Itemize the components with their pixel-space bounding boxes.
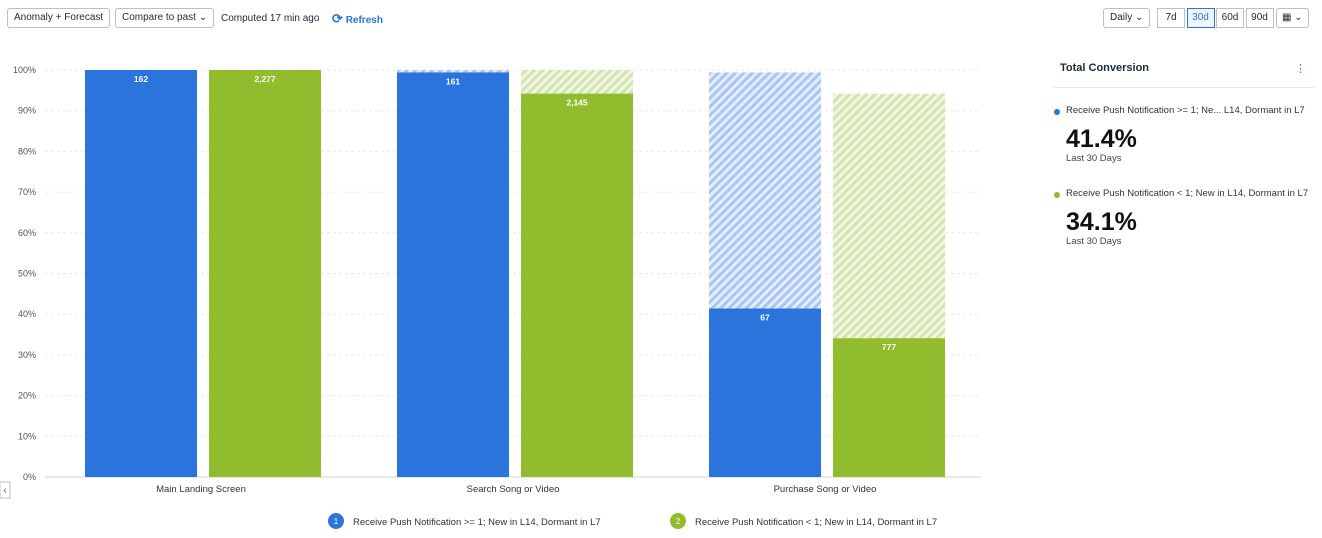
bar (709, 308, 821, 477)
x-tick-label: Main Landing Screen (156, 484, 246, 495)
legend-dot (1054, 109, 1060, 115)
summary-value: 34.1% (1066, 208, 1137, 236)
range-button[interactable]: 30d (1186, 8, 1215, 28)
summary-period: Last 30 Days (1066, 153, 1122, 164)
y-tick-label: 40% (18, 309, 36, 319)
refresh-icon: ⟳ (332, 11, 343, 26)
bar (397, 72, 509, 477)
count-label: 162 (134, 74, 148, 84)
y-tick-label: 30% (18, 350, 36, 360)
count-label: 777 (882, 342, 896, 352)
legend-dot (1054, 192, 1060, 198)
refresh-button[interactable]: ⟳ Refresh (332, 11, 383, 27)
computed-text: Computed 17 min ago (221, 13, 320, 24)
drop-off (709, 72, 821, 309)
summary-period: Last 30 Days (1066, 236, 1122, 247)
y-tick-label: 100% (13, 65, 36, 75)
count-label: 161 (446, 76, 460, 86)
drop-off (833, 93, 945, 339)
x-tick-label: Purchase Song or Video (774, 484, 877, 495)
legend-marker (328, 513, 344, 529)
bar (209, 70, 321, 477)
legend-label: Receive Push Notification < 1; New in L1… (695, 517, 937, 528)
compare-button[interactable]: Compare to past ⌄ (115, 8, 215, 28)
summary-title: Total Conversion (1060, 62, 1150, 74)
divider (1054, 87, 1314, 88)
interval-label: Daily (1110, 12, 1133, 23)
refresh-label: Refresh (345, 15, 383, 26)
date-picker[interactable]: ▦ ⌄ (1276, 8, 1309, 28)
summary-menu[interactable]: ⋮ (1295, 63, 1306, 75)
y-tick-label: 80% (18, 146, 36, 156)
bar (833, 338, 945, 477)
bar (85, 70, 197, 477)
summary-series-name: Receive Push Notification >= 1; Ne... L1… (1066, 105, 1305, 116)
drop-off (521, 70, 633, 94)
summary-series-name: Receive Push Notification < 1; New in L1… (1066, 188, 1309, 199)
y-tick-label: 20% (18, 391, 36, 401)
count-label: 2,145 (566, 98, 588, 108)
legend-marker (670, 513, 686, 529)
chart: ‹ 0% 10% 20% 30% 40% 50% 60% 70% 80% 90% 100% Main … (0, 65, 981, 529)
collapse-icon: ‹ (3, 485, 6, 496)
y-tick-label: 0% (23, 472, 36, 482)
y-tick-label: 50% (18, 269, 36, 279)
range-button[interactable]: 60d (1216, 8, 1244, 28)
collapse-button[interactable] (0, 481, 11, 499)
summary-value: 41.4% (1066, 125, 1137, 153)
count-label: 2,277 (254, 74, 276, 84)
range-button[interactable]: 7d (1157, 8, 1185, 28)
legend-index: 1 (334, 517, 339, 526)
interval-button[interactable]: Daily ⌄ (1103, 8, 1151, 28)
legend-index: 2 (676, 517, 681, 526)
y-tick-label: 10% (18, 431, 36, 441)
legend-label: Receive Push Notification >= 1; New in L… (353, 517, 601, 528)
x-tick-label: Search Song or Video (467, 484, 560, 495)
count-label: 67 (760, 313, 770, 323)
drop-off (397, 70, 509, 73)
y-tick-label: 60% (18, 228, 36, 238)
y-tick-label: 90% (18, 106, 36, 116)
bar (521, 93, 633, 477)
y-tick-label: 70% (18, 187, 36, 197)
compare-label: Compare to past (122, 12, 196, 23)
range-button[interactable]: 90d (1245, 8, 1274, 28)
anomaly-button[interactable]: Anomaly + Forecast (7, 8, 111, 28)
